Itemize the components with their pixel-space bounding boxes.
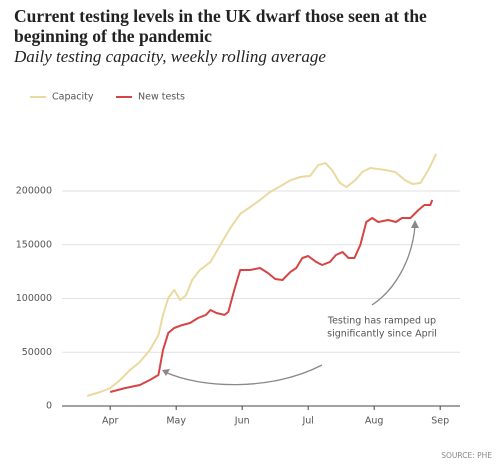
y-tick-label: 50000 <box>22 347 52 358</box>
annotation: Testing has ramped up <box>327 316 436 327</box>
chart-title: Current testing levels in the UK dwarf t… <box>14 6 427 46</box>
x-tick-label: Sep <box>431 416 449 427</box>
annotation: significantly since April <box>327 329 437 340</box>
x-tick-label: Apr <box>102 416 119 427</box>
x-tick-label: Jun <box>234 416 250 427</box>
legend-label: New tests <box>138 92 185 103</box>
annotation-arrow <box>371 225 416 306</box>
y-tick-label: 150000 <box>16 239 52 250</box>
legend-label: Capacity <box>52 92 94 103</box>
arrow-head <box>411 220 419 228</box>
chart-subtitle: Daily testing capacity, weekly rolling a… <box>14 47 326 66</box>
x-tick-label: Aug <box>365 416 384 427</box>
y-tick-label: 100000 <box>16 293 52 304</box>
source: SOURCE: PHE <box>441 451 492 460</box>
x-tick-label: Jul <box>301 416 313 427</box>
arrow-head <box>162 369 170 376</box>
y-tick-label: 200000 <box>16 186 52 197</box>
x-tick-label: May <box>166 416 186 427</box>
line-series <box>86 153 438 397</box>
line-series <box>109 199 434 393</box>
header: Current testing levels in the UK dwarf t… <box>14 6 494 67</box>
annotation-arrow <box>164 364 323 386</box>
y-tick-label: 0 <box>46 401 52 412</box>
